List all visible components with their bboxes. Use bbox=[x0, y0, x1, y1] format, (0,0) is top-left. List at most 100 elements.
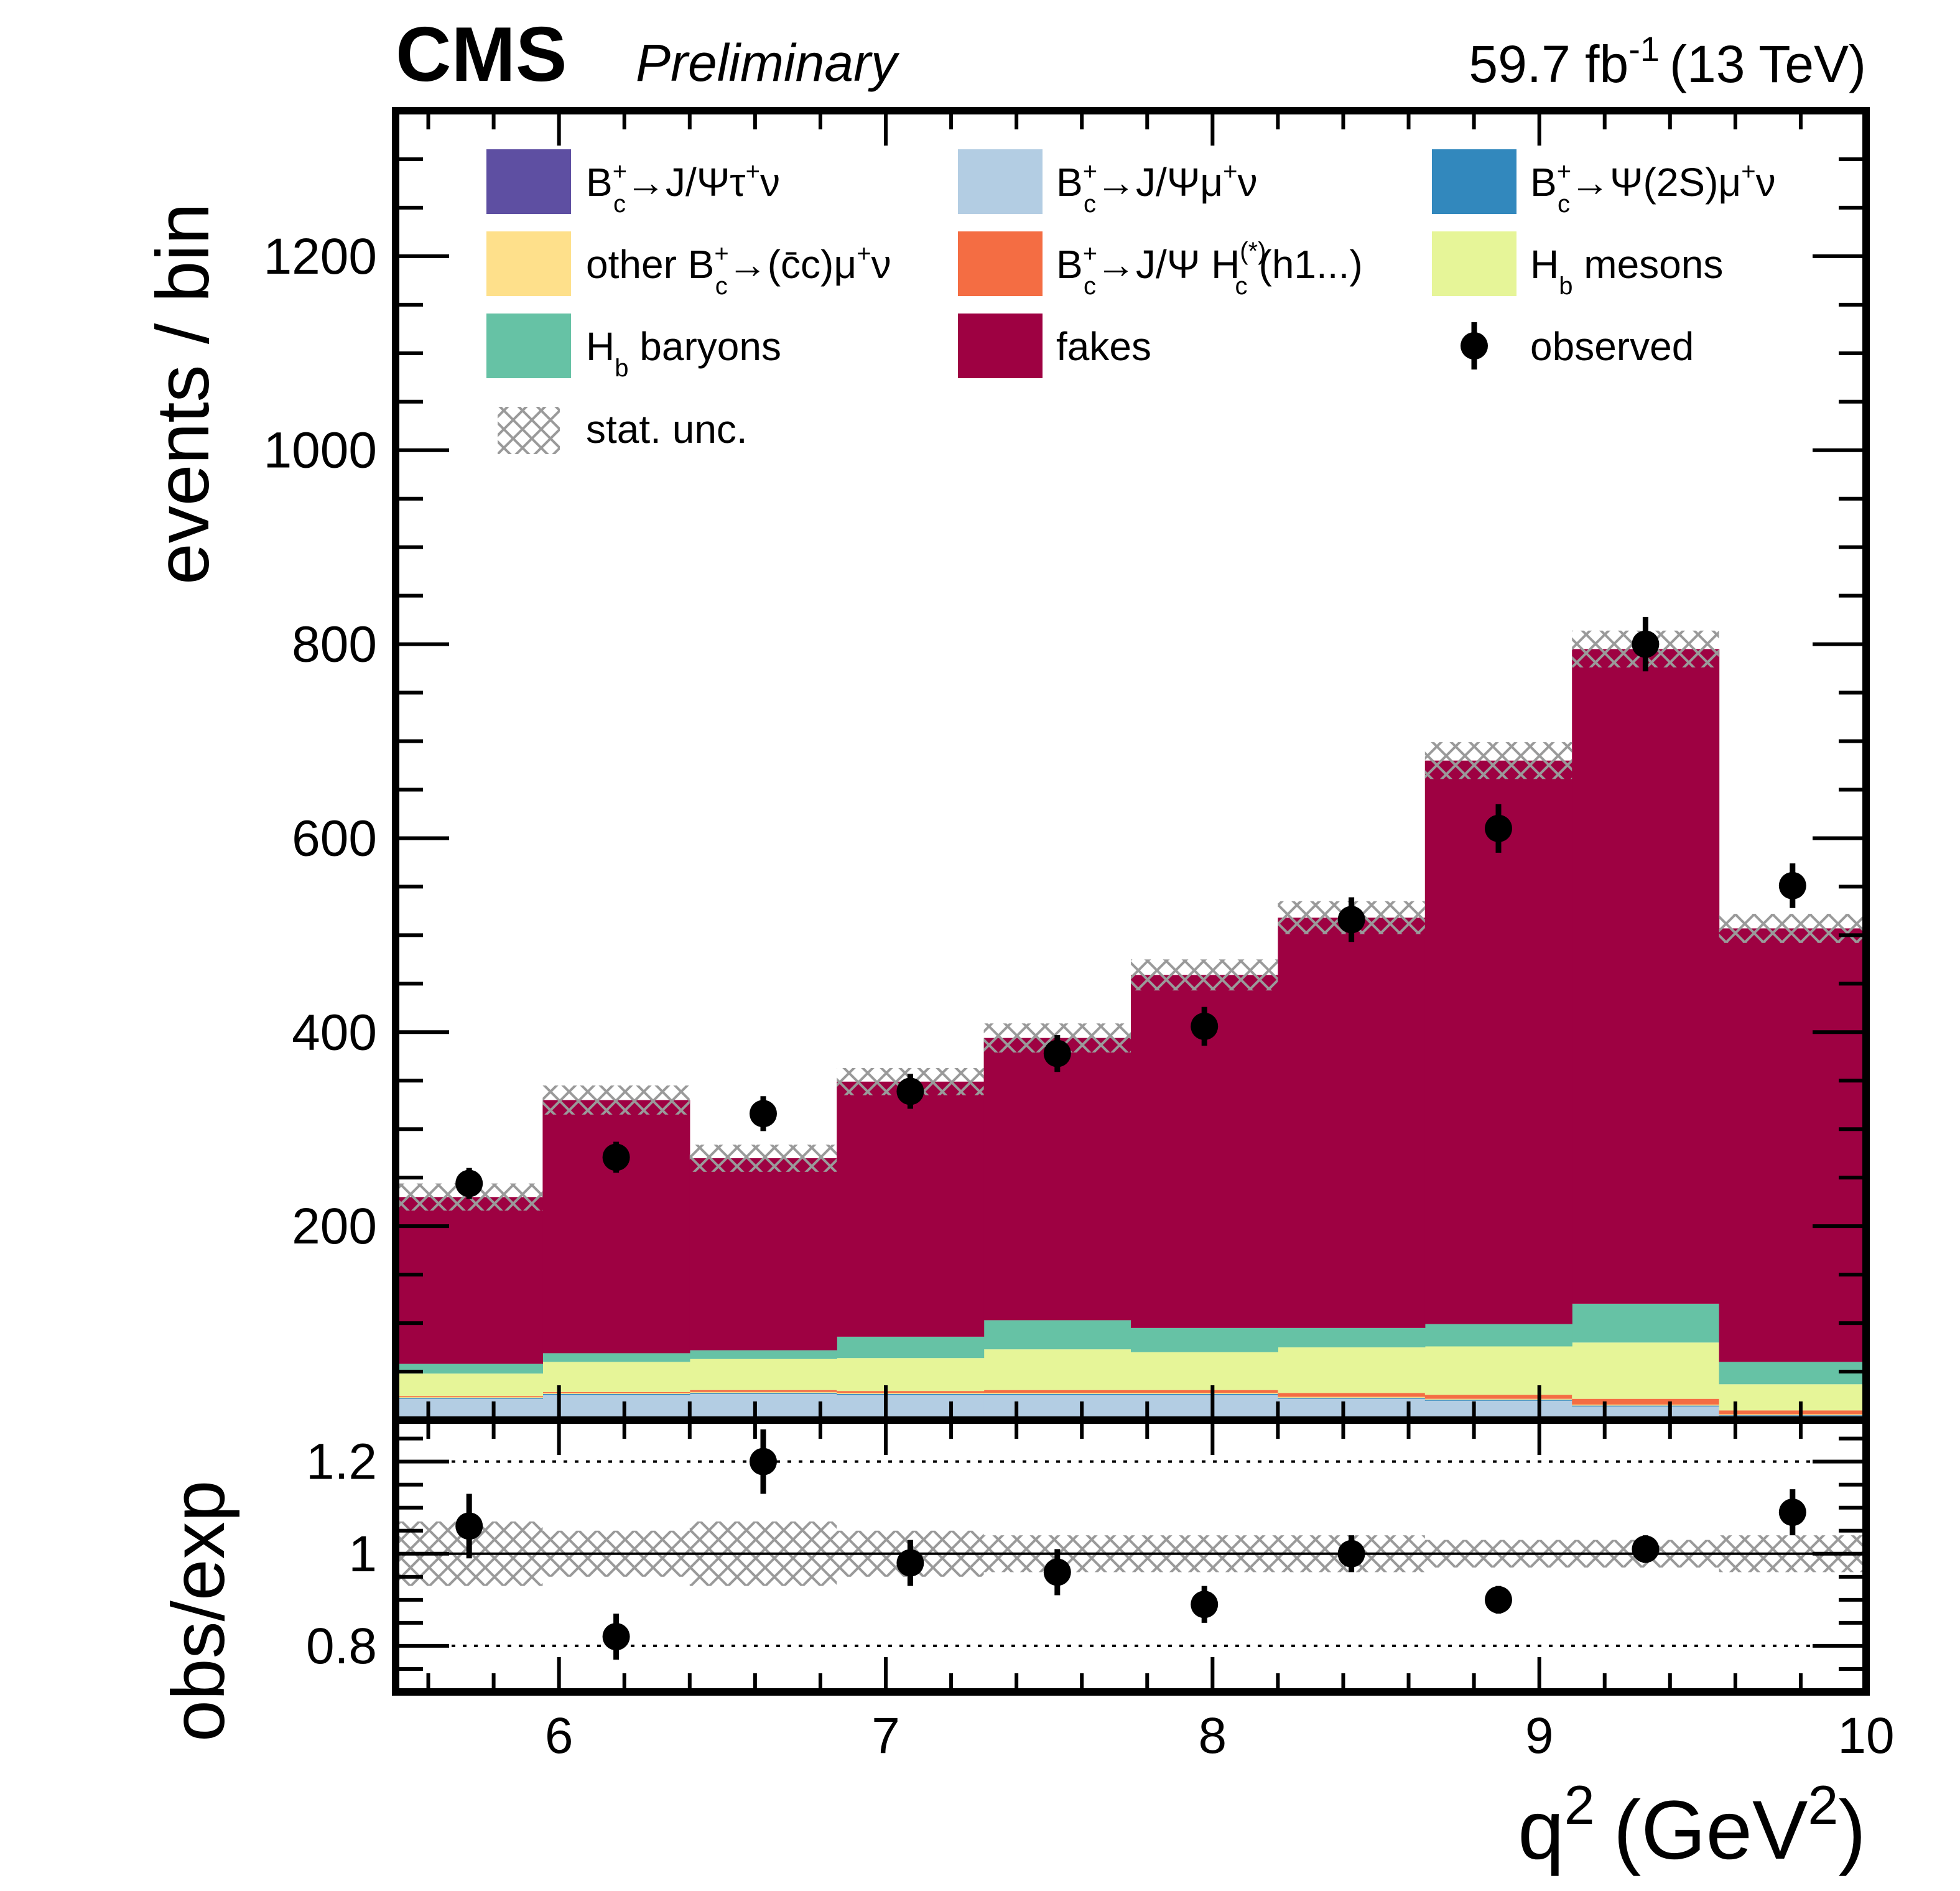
ratio-y-tick-label-1: 1 bbox=[348, 1526, 377, 1582]
legend-swatch-hb-mesons bbox=[1432, 231, 1516, 296]
observed-point-b0 bbox=[455, 1169, 483, 1197]
stack-bar-s6-b2 bbox=[689, 1350, 837, 1359]
stack-bar-s5-b7 bbox=[1424, 1346, 1572, 1395]
x-axis-var-sup: 2 bbox=[1564, 1774, 1595, 1836]
stack-bar-s5-b8 bbox=[1572, 1342, 1720, 1399]
stack-bar-s2-b3 bbox=[837, 1393, 985, 1395]
x-axis-unit: (GeV bbox=[1614, 1784, 1808, 1877]
stack-bar-s4-b3 bbox=[837, 1391, 985, 1393]
x-tick-label-1: 7 bbox=[871, 1707, 900, 1764]
x-axis-var: q bbox=[1518, 1784, 1564, 1877]
ratio-point-b8 bbox=[1632, 1535, 1660, 1563]
stack-bar-s6-b1 bbox=[542, 1353, 690, 1362]
stack-bar-s2-b7 bbox=[1424, 1400, 1572, 1401]
stack-bar-s3-b1 bbox=[542, 1393, 690, 1394]
energy-label: (13 TeV) bbox=[1670, 35, 1866, 93]
preliminary-label: Preliminary bbox=[636, 34, 900, 92]
stack-bar-s7-b0 bbox=[396, 1197, 543, 1364]
y-tick-label-4: 1000 bbox=[264, 422, 377, 479]
legend-swatch-bc-jpsi-mu-nu bbox=[958, 149, 1043, 214]
stat-unc-band-b7 bbox=[1424, 742, 1572, 779]
y-axis-title: events / bin bbox=[141, 203, 225, 585]
stack-bar-s4-b4 bbox=[983, 1390, 1131, 1393]
legend-swatch-stat-unc bbox=[498, 407, 560, 454]
stack-bar-s1-b6 bbox=[1278, 1398, 1426, 1418]
cms-label: CMS bbox=[396, 12, 567, 98]
stack-bar-s2-b9 bbox=[1719, 1415, 1867, 1416]
stack-bar-s3-b3 bbox=[837, 1393, 985, 1394]
observed-point-b8 bbox=[1632, 630, 1660, 658]
x-tick-label-4: 10 bbox=[1837, 1707, 1894, 1764]
ratio-frame bbox=[392, 1416, 1870, 1696]
legend-swatch-fakes bbox=[958, 314, 1043, 378]
stack-bar-s4-b0 bbox=[396, 1396, 543, 1397]
stack-bar-s7-b1 bbox=[542, 1100, 690, 1354]
ratio-y-tick-label-2: 1.2 bbox=[306, 1434, 377, 1490]
stack-bar-s3-b4 bbox=[983, 1393, 1131, 1394]
ratio-point-b7 bbox=[1485, 1586, 1512, 1614]
stack-bar-s6-b4 bbox=[983, 1320, 1131, 1350]
ratio-point-b3 bbox=[896, 1549, 924, 1577]
x-tick-label-3: 9 bbox=[1525, 1707, 1554, 1764]
lumi-value: 59.7 fb bbox=[1469, 35, 1628, 93]
stack-bar-s7-b4 bbox=[983, 1038, 1131, 1321]
stack-bar-s5-b2 bbox=[689, 1359, 837, 1390]
stack-bar-s4-b2 bbox=[689, 1390, 837, 1392]
stack-bar-s5-b1 bbox=[542, 1362, 690, 1392]
stat-unc-band-b5 bbox=[1131, 959, 1278, 991]
legend-swatch-bc-jpsi-tau-nu bbox=[486, 149, 571, 214]
stack-bar-s4-b8 bbox=[1572, 1398, 1720, 1405]
observed-point-b6 bbox=[1337, 906, 1365, 934]
legend-label-observed: observed bbox=[1530, 324, 1694, 369]
observed-point-b5 bbox=[1191, 1012, 1219, 1040]
ratio-point-b2 bbox=[750, 1447, 777, 1475]
stack-bar-s4-b5 bbox=[1131, 1390, 1278, 1393]
observed-point-b9 bbox=[1778, 871, 1806, 899]
observed-point-b1 bbox=[602, 1143, 630, 1171]
stack-bar-s1-b8 bbox=[1572, 1406, 1720, 1418]
stack-bar-s7-b6 bbox=[1278, 918, 1426, 1328]
lumi-exponent: -1 bbox=[1628, 29, 1660, 68]
ratio-point-b0 bbox=[455, 1512, 483, 1540]
stack-bar-s5-b5 bbox=[1131, 1352, 1278, 1390]
x-axis-title: q2 (GeV2) bbox=[1518, 1774, 1866, 1877]
ratio-point-b9 bbox=[1778, 1498, 1806, 1526]
ratio-point-b6 bbox=[1337, 1540, 1365, 1568]
legend-swatch-hb-baryons bbox=[486, 314, 571, 378]
stack-bar-s4-b6 bbox=[1278, 1393, 1426, 1397]
x-axis-close: ) bbox=[1838, 1784, 1866, 1877]
stack-bar-s6-b8 bbox=[1572, 1303, 1720, 1343]
legend-marker-observed bbox=[1461, 332, 1488, 360]
stat-unc-band-b9 bbox=[1719, 914, 1866, 943]
stack-bar-s2-b5 bbox=[1131, 1393, 1278, 1395]
stack-bar-s7-b8 bbox=[1572, 649, 1720, 1304]
stack-bar-s1-b1 bbox=[542, 1395, 690, 1418]
stack-bar-s7-b3 bbox=[837, 1081, 985, 1337]
stack-bar-s1-b5 bbox=[1131, 1395, 1278, 1418]
observed-point-b3 bbox=[896, 1077, 924, 1105]
ratio-point-b5 bbox=[1191, 1591, 1219, 1619]
stack-bar-s5-b6 bbox=[1278, 1347, 1426, 1393]
stack-bar-s4-b1 bbox=[542, 1392, 690, 1393]
main-panel bbox=[396, 616, 1867, 1420]
stack-bar-s2-b4 bbox=[983, 1393, 1131, 1395]
stack-bar-s5-b9 bbox=[1719, 1384, 1867, 1411]
legend-label-stat-unc: stat. unc. bbox=[586, 407, 748, 452]
stack-bar-s1-b7 bbox=[1424, 1400, 1572, 1418]
legend-swatch-other-bc bbox=[486, 231, 571, 296]
observed-point-b4 bbox=[1043, 1039, 1071, 1067]
y-tick-label-3: 800 bbox=[292, 616, 377, 673]
legend-label-fakes: fakes bbox=[1056, 324, 1151, 369]
stack-bar-s1-b2 bbox=[689, 1393, 837, 1418]
stack-bar-s4-b7 bbox=[1424, 1395, 1572, 1399]
stack-bar-s7-b2 bbox=[689, 1158, 837, 1350]
x-tick-label-2: 8 bbox=[1199, 1707, 1227, 1764]
stack-bar-s2-b0 bbox=[396, 1398, 543, 1399]
lumi-label: 59.7 fb-1 (13 TeV) bbox=[1469, 29, 1866, 93]
stack-bar-s2-b6 bbox=[1278, 1398, 1426, 1399]
observed-point-b2 bbox=[750, 1100, 777, 1128]
x-tick-label-0: 6 bbox=[545, 1707, 574, 1764]
legend-swatch-bc-psi2s-mu-nu bbox=[1432, 149, 1516, 214]
stack-bar-s5-b4 bbox=[983, 1349, 1131, 1390]
stack-bar-s3-b2 bbox=[689, 1392, 837, 1393]
